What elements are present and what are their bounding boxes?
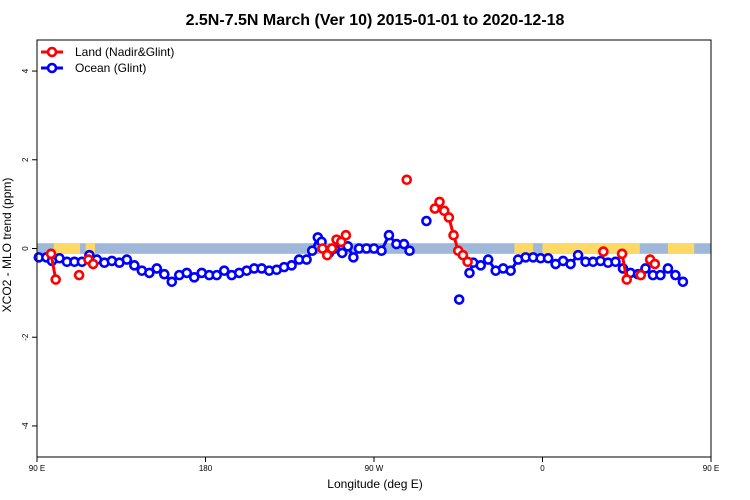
x-tick-label: 0	[540, 464, 545, 473]
data-point	[542, 252, 554, 264]
data-point	[321, 249, 333, 261]
legend-label: Land (Nadir&Glint)	[75, 45, 174, 59]
data-point	[429, 203, 441, 214]
data-point	[166, 276, 178, 288]
data-point	[129, 260, 140, 271]
data-point	[662, 263, 674, 274]
land-region	[667, 243, 695, 254]
data-point	[398, 238, 410, 250]
data-point	[151, 263, 163, 274]
data-point	[401, 174, 413, 186]
data-point	[87, 258, 99, 270]
x-axis: 90 E 180 90 W 0 90 E	[29, 457, 719, 473]
data-point	[121, 254, 133, 265]
land-region	[85, 243, 96, 254]
data-point	[677, 276, 689, 288]
data-point	[505, 265, 516, 276]
data-point	[335, 236, 347, 248]
data-point	[616, 248, 628, 260]
data-point	[211, 269, 223, 281]
data-point	[306, 245, 318, 257]
series-land	[45, 174, 661, 285]
data-point	[144, 267, 155, 279]
series-ocean	[33, 215, 689, 305]
chart-marks	[33, 174, 689, 305]
data-point	[621, 274, 633, 285]
chart-title: 2.5N-7.5N March (Ver 10) 2015-01-01 to 2…	[186, 12, 565, 29]
y-axis: -4 -2 0 2 4	[21, 68, 37, 430]
data-point	[73, 269, 85, 281]
legend-label: Ocean (Glint)	[75, 61, 146, 75]
data-point	[340, 229, 352, 241]
y-tick-label: 4	[21, 68, 30, 73]
y-tick-label: 0	[21, 246, 30, 251]
data-point	[462, 256, 473, 268]
land-region	[542, 243, 640, 254]
data-point	[383, 229, 395, 241]
data-point	[188, 272, 200, 283]
legend-marker	[46, 46, 58, 58]
data-point	[376, 245, 387, 257]
legend: Land (Nadir&Glint) Ocean (Glint)	[41, 45, 174, 75]
data-point	[301, 254, 312, 265]
data-point	[404, 245, 415, 257]
x-tick-label: 90 E	[29, 464, 45, 473]
data-point	[649, 258, 661, 270]
data-point	[421, 215, 432, 227]
data-point	[181, 267, 193, 279]
data-point	[336, 247, 348, 259]
data-point	[610, 256, 621, 268]
data-point	[565, 258, 576, 270]
data-point	[572, 249, 584, 261]
y-tick-label: -4	[21, 422, 30, 430]
data-point	[443, 212, 455, 223]
land-region	[514, 243, 534, 254]
data-point	[464, 267, 475, 279]
data-point	[434, 196, 445, 208]
data-point	[286, 260, 297, 271]
x-axis-label: Longitude (deg E)	[327, 477, 422, 491]
data-point	[457, 249, 469, 261]
data-point	[218, 265, 230, 276]
data-point	[326, 243, 338, 254]
data-point	[448, 229, 459, 241]
data-point	[475, 260, 487, 271]
y-tick-label: -2	[21, 333, 30, 341]
data-point	[50, 274, 62, 285]
data-point	[670, 269, 681, 281]
y-tick-label: 2	[21, 157, 30, 162]
data-point	[348, 252, 359, 263]
x-tick-label: 180	[199, 464, 213, 473]
data-point	[655, 269, 666, 281]
data-point	[317, 243, 328, 254]
data-point	[482, 254, 494, 265]
data-point	[453, 294, 465, 305]
land-region	[53, 243, 81, 254]
x-tick-label: 90 W	[365, 464, 384, 473]
data-point	[635, 269, 647, 281]
x-tick-label: 90 E	[703, 464, 719, 473]
y-axis-label: XCO2 - MLO trend (ppm)	[0, 178, 14, 313]
data-point	[438, 205, 450, 217]
data-point	[159, 268, 170, 280]
data-point	[640, 263, 651, 274]
legend-marker	[46, 62, 58, 74]
data-point	[598, 246, 609, 257]
data-point	[45, 248, 57, 260]
